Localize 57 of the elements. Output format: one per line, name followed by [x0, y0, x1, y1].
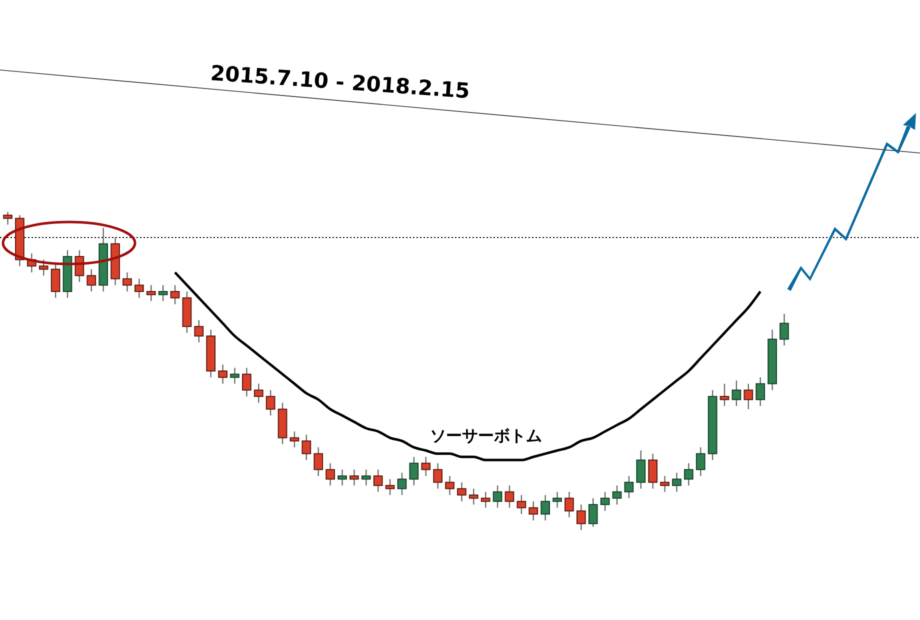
candlestick	[158, 284, 168, 302]
candlestick	[468, 488, 478, 506]
candlestick	[564, 491, 574, 518]
candlestick	[433, 462, 442, 490]
candlestick	[3, 211, 12, 226]
candlestick	[326, 462, 335, 486]
candlestick	[397, 472, 407, 496]
candlestick	[373, 468, 383, 492]
candlestick	[636, 450, 646, 490]
candlestick	[50, 262, 60, 298]
text: 2015.7.10 - 2018.2.15	[210, 61, 471, 104]
candlestick	[350, 468, 359, 486]
candlestick	[194, 320, 204, 343]
candlestick	[242, 367, 252, 398]
candlestick	[684, 462, 694, 486]
candlestick	[612, 484, 622, 506]
candlestick	[732, 380, 742, 407]
candlestick	[588, 498, 598, 528]
candlestick	[86, 268, 96, 292]
candlestick	[504, 484, 514, 508]
candlestick	[421, 456, 431, 477]
candlestick	[218, 364, 228, 384]
candlestick	[146, 284, 156, 302]
candlestick	[660, 475, 670, 492]
candlestick	[361, 468, 371, 486]
candlestick	[756, 376, 766, 407]
candlestick	[540, 494, 550, 522]
candlestick	[528, 500, 538, 522]
candlestick	[624, 475, 634, 499]
candlestick	[672, 472, 682, 492]
candlestick	[122, 272, 132, 292]
annotation: ソーサーボトム	[430, 426, 542, 445]
candlestick	[266, 389, 276, 416]
candlestick	[302, 434, 312, 461]
candlestick	[600, 491, 610, 512]
candlestick	[409, 456, 419, 486]
candlestick	[720, 383, 730, 407]
candlestick	[134, 278, 144, 298]
candlestick	[744, 383, 754, 410]
candlestick	[385, 478, 395, 496]
candlestick	[254, 383, 264, 404]
candlestick	[290, 430, 300, 448]
candlestick	[457, 482, 466, 502]
candlestick	[338, 468, 347, 486]
candlestick	[314, 446, 324, 477]
candlestick	[696, 446, 706, 477]
candlestick	[648, 453, 658, 490]
candlestick	[38, 259, 48, 276]
candlestick	[576, 504, 586, 531]
candlestick	[516, 494, 526, 515]
candlestick	[552, 491, 562, 508]
candlestick	[230, 367, 240, 384]
candlestick	[170, 284, 180, 305]
candlestick	[445, 475, 454, 496]
candlestick	[480, 491, 490, 508]
candlestick	[780, 313, 789, 346]
candlestick	[492, 484, 502, 508]
